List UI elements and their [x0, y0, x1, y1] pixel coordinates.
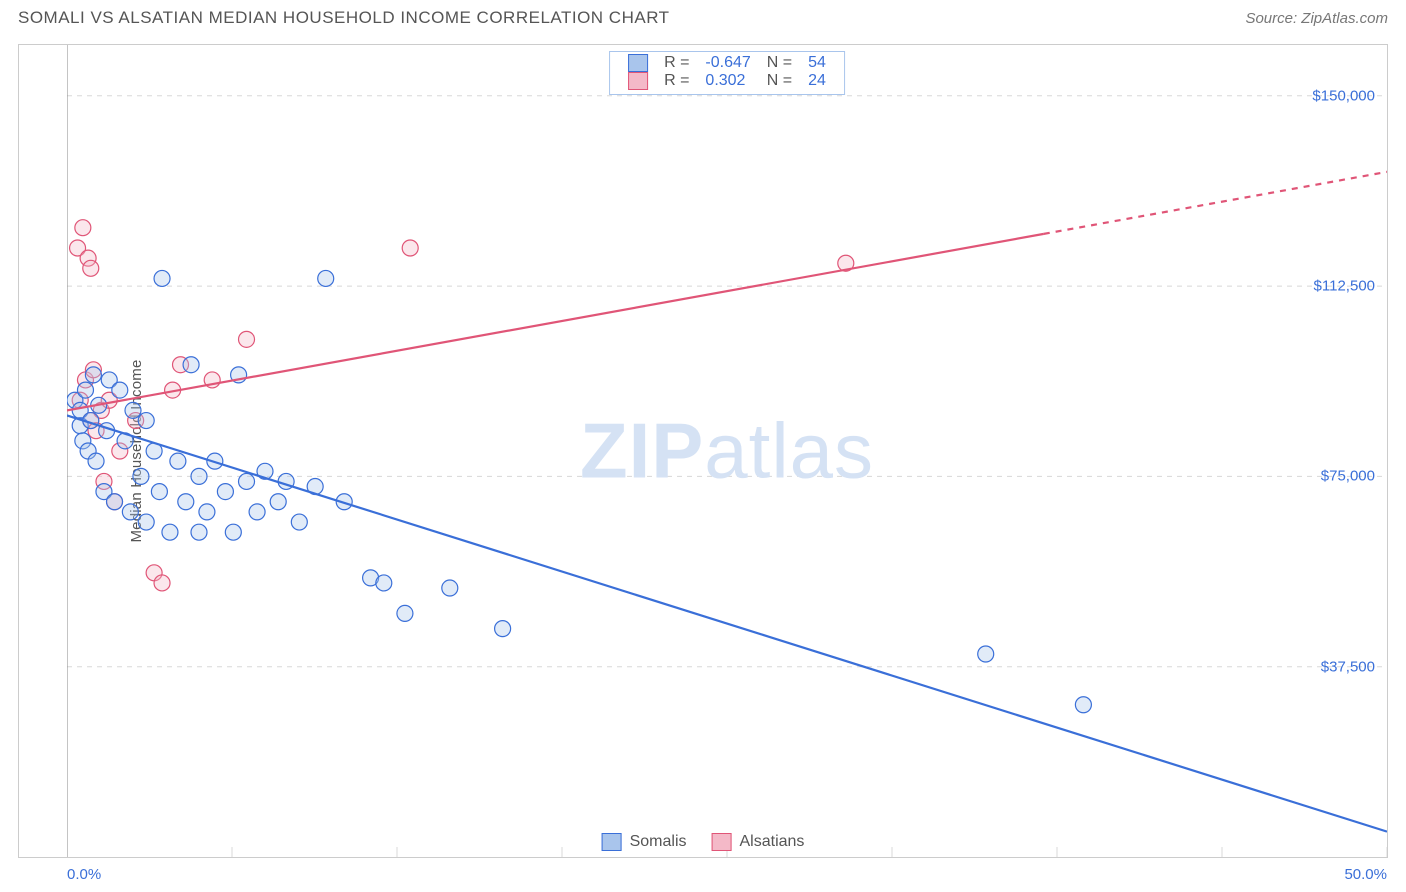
y-tick-label: $112,500	[1314, 278, 1375, 295]
legend-alsatians-r: 0.302	[697, 72, 758, 90]
chart-title: SOMALI VS ALSATIAN MEDIAN HOUSEHOLD INCO…	[18, 8, 670, 28]
legend-r-label: R =	[656, 54, 697, 72]
legend-item-alsatians: Alsatians	[711, 833, 804, 851]
legend-somalis-r: -0.647	[697, 54, 758, 72]
x-tick-label: 0.0%	[67, 866, 101, 883]
legend-n-label-2: N =	[759, 72, 800, 90]
legend-item-somalis: Somalis	[602, 833, 687, 851]
legend-series: Somalis Alsatians	[602, 833, 805, 851]
plot-svg	[67, 45, 1387, 857]
legend-n-label: N =	[759, 54, 800, 72]
swatch-somalis-icon	[602, 833, 622, 851]
legend-alsatians-n: 24	[800, 72, 834, 90]
swatch-alsatians-icon	[711, 833, 731, 851]
legend-label-somalis: Somalis	[630, 833, 687, 851]
legend-row-alsatians: R = 0.302 N = 24	[620, 72, 834, 90]
header: SOMALI VS ALSATIAN MEDIAN HOUSEHOLD INCO…	[0, 0, 1406, 28]
chart-source: Source: ZipAtlas.com	[1245, 10, 1388, 27]
x-tick-label: 50.0%	[1344, 866, 1387, 883]
legend-correlation: R = -0.647 N = 54 R = 0.302 N = 24	[609, 51, 845, 95]
legend-somalis-n: 54	[800, 54, 834, 72]
y-tick-label: $150,000	[1312, 87, 1375, 104]
plot-area: ZIPatlas R = -0.647 N = 54 R = 0.302	[67, 45, 1387, 857]
chart-container: SOMALI VS ALSATIAN MEDIAN HOUSEHOLD INCO…	[0, 0, 1406, 892]
plot-border: Median Household Income ZIPatlas R = -0.…	[18, 44, 1388, 858]
swatch-alsatians-icon	[628, 72, 648, 90]
legend-label-alsatians: Alsatians	[739, 833, 804, 851]
y-tick-label: $75,000	[1321, 468, 1375, 485]
legend-row-somalis: R = -0.647 N = 54	[620, 54, 834, 72]
y-tick-label: $37,500	[1321, 658, 1375, 675]
legend-r-label-2: R =	[656, 72, 697, 90]
swatch-somalis-icon	[628, 54, 648, 72]
